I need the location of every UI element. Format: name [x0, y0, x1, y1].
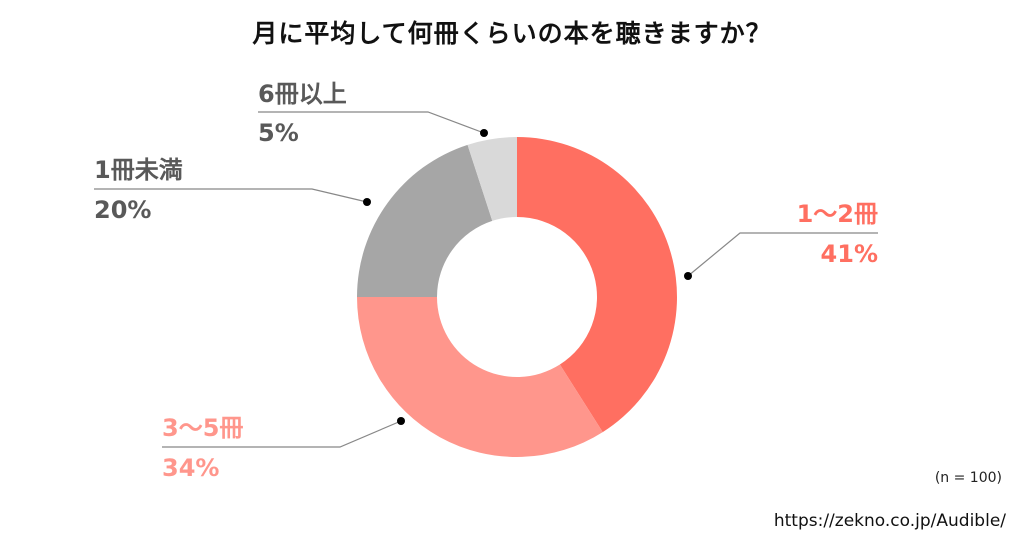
- label-6-plus-pct: 5%: [258, 119, 299, 147]
- donut-slice-3: [357, 144, 493, 297]
- leader-line-3-5: [162, 420, 402, 448]
- label-3-5-pct: 34%: [162, 454, 220, 482]
- sample-size-note: (n = 100): [934, 470, 1002, 486]
- source-url: https://zekno.co.jp/Audible/: [773, 511, 1006, 531]
- label-1-2-name: 1〜2冊: [796, 200, 878, 228]
- donut-slice-1: [517, 137, 678, 433]
- donut-slices: [357, 137, 678, 458]
- leader-dots: [363, 129, 692, 425]
- leader-line-under-1: [94, 188, 368, 203]
- donut-slice-4: [467, 137, 517, 221]
- label-3-5-name: 3〜5冊: [162, 414, 244, 442]
- leader-line-1-2: [687, 232, 878, 277]
- chart-title: 月に平均して何冊くらいの本を聴きますか？: [252, 19, 772, 48]
- label-6-plus-name: 6冊以上: [258, 80, 347, 108]
- label-1-2-pct: 41%: [820, 240, 878, 268]
- label-under-1-pct: 20%: [94, 196, 152, 224]
- donut-slice-2: [357, 297, 603, 458]
- leader-line-6-plus: [258, 111, 485, 134]
- label-under-1-name: 1冊未満: [94, 156, 183, 184]
- leader-lines: [94, 111, 878, 448]
